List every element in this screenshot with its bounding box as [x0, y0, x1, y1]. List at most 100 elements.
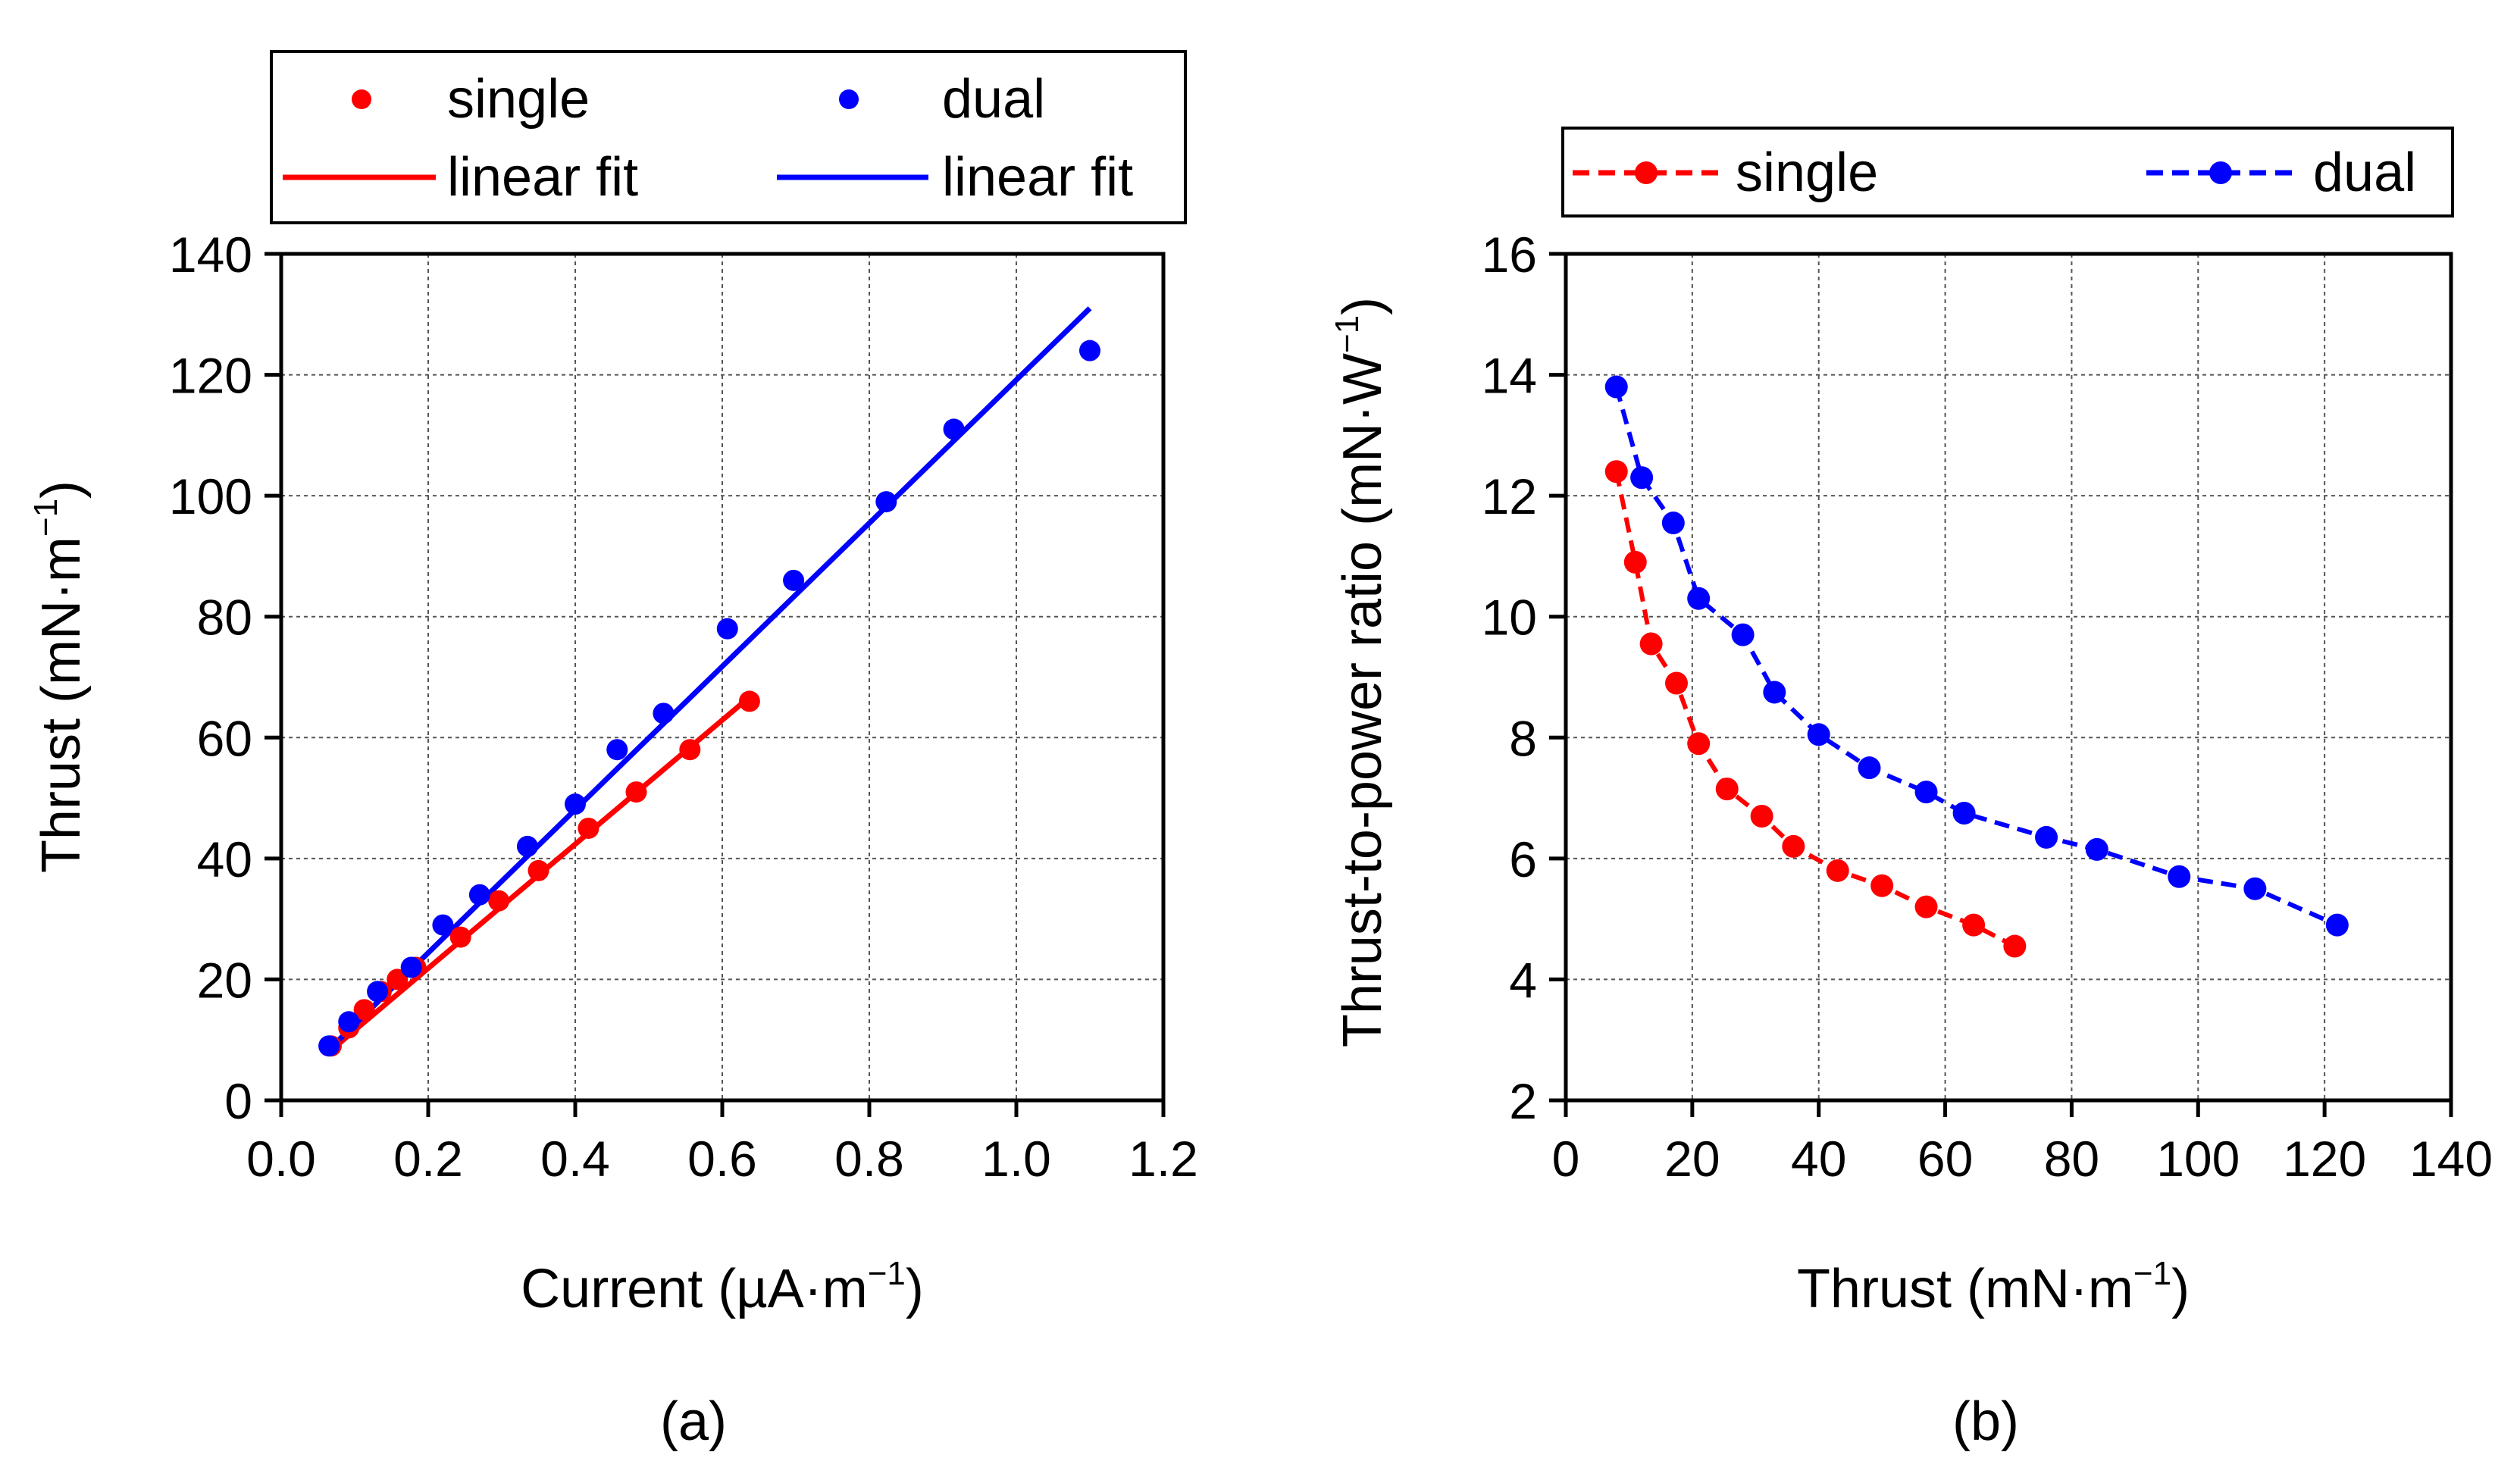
point-dual	[2035, 825, 2058, 849]
point-dual	[783, 569, 805, 591]
x-tick-label: 0.8	[834, 1131, 904, 1187]
point-dual	[1807, 723, 1830, 746]
x-tick-label: 40	[1791, 1131, 1846, 1187]
point-dual	[1687, 587, 1711, 610]
data-points-b	[1604, 375, 2349, 958]
axis-ticks-a	[265, 252, 1166, 1117]
x-tick-label: 80	[2044, 1131, 2099, 1187]
point-dual	[943, 418, 965, 440]
point-dual	[875, 491, 897, 513]
point-dual	[653, 703, 675, 724]
legend-marker-dual-b	[2209, 161, 2232, 184]
legend-box-a	[270, 50, 1187, 224]
point-dual	[1763, 681, 1786, 704]
y-tick-label: 120	[169, 348, 252, 404]
y-tick-label: 100	[169, 468, 252, 524]
data-points-a	[318, 340, 1100, 1057]
legend-a: single dual linear fit linear fit	[270, 50, 1187, 224]
point-dual	[606, 739, 628, 761]
x-tick-label: 120	[2283, 1131, 2366, 1187]
legend-label-fit-dual: linear fit	[942, 147, 1133, 208]
x-tick-label: 60	[1917, 1131, 1973, 1187]
axis-ticks-b	[1549, 252, 2453, 1117]
point-single	[387, 968, 409, 990]
point-dual	[2085, 837, 2108, 861]
panel-a: 0.0 0.2 0.4 0.6 0.8 1.0 1.2 0 20 40 60 80 100 120 140…	[27, 50, 1198, 1452]
x-tick-label: 20	[1664, 1131, 1720, 1187]
legend-b: single dual	[1561, 127, 2454, 217]
x-tick-labels-b: 0 20 40 60 80 100 120 140	[1552, 1131, 2493, 1187]
point-single	[449, 926, 471, 948]
point-dual	[565, 793, 586, 815]
legend-label-single-b: single	[1736, 142, 1878, 203]
point-single	[1687, 732, 1711, 756]
point-single	[625, 781, 647, 803]
x-tick-label: 140	[2409, 1131, 2493, 1187]
point-single	[1604, 460, 1628, 483]
y-tick-label: 12	[1482, 468, 1537, 524]
point-dual	[338, 1011, 360, 1033]
legend-label-dual: dual	[942, 69, 1045, 130]
x-tick-label: 1.0	[981, 1131, 1051, 1187]
plot-frame-b	[1564, 252, 2453, 1103]
point-dual	[1630, 466, 1654, 490]
x-tick-label: 100	[2156, 1131, 2240, 1187]
point-dual	[1604, 375, 1628, 399]
point-single	[578, 817, 599, 839]
y-tick-label: 14	[1482, 348, 1537, 404]
x-tick-label: 0.2	[393, 1131, 463, 1187]
point-dual	[1914, 781, 1938, 804]
x-axis-label-b: Thrust (mN·m−1)	[1797, 1255, 2190, 1319]
panel-label-b: (b)	[1952, 1391, 2019, 1452]
y-tick-label: 20	[197, 952, 252, 1008]
y-tick-label: 140	[169, 227, 252, 283]
point-dual	[318, 1035, 340, 1057]
x-tick-label: 0.0	[246, 1131, 316, 1187]
x-tick-label: 0.6	[687, 1131, 757, 1187]
point-dual	[1661, 512, 1685, 535]
y-tick-label: 0	[224, 1073, 252, 1129]
y-tick-labels-a: 0 20 40 60 80 100 120 140	[169, 227, 252, 1129]
panel-b: 0 20 40 60 80 100 120 140 2 4 6 8 10 12 14 16 Thrust (…	[1329, 127, 2493, 1452]
grid-b	[1566, 254, 2451, 1100]
point-dual	[516, 835, 538, 857]
point-single	[738, 690, 760, 712]
line-dual	[1614, 386, 2339, 928]
point-dual	[2168, 865, 2191, 888]
point-single	[1962, 913, 1986, 937]
point-single	[527, 859, 549, 881]
point-single	[679, 739, 701, 761]
point-dual	[400, 956, 422, 978]
point-dual	[2325, 913, 2349, 937]
panel-label-a: (a)	[660, 1391, 727, 1452]
y-tick-label: 6	[1509, 831, 1537, 887]
y-tick-label: 4	[1509, 952, 1537, 1008]
point-single	[488, 890, 510, 912]
y-tick-label: 60	[197, 710, 252, 766]
legend-label-single: single	[447, 69, 590, 130]
y-axis-label-a: Thrust (mN·m−1)	[27, 480, 92, 873]
x-tick-label: 0.4	[540, 1131, 610, 1187]
y-tick-label: 10	[1482, 590, 1537, 646]
y-tick-label: 40	[197, 831, 252, 887]
point-single	[1665, 671, 1688, 695]
legend-marker-dual	[839, 89, 859, 109]
series-lines-b	[1614, 386, 2339, 949]
y-tick-label: 16	[1482, 227, 1537, 283]
point-single	[1639, 632, 1663, 656]
point-single	[1826, 859, 1849, 882]
point-single	[353, 999, 375, 1021]
x-tick-labels-a: 0.0 0.2 0.4 0.6 0.8 1.0 1.2	[246, 1131, 1198, 1187]
x-tick-label: 0	[1552, 1131, 1580, 1187]
point-dual	[1858, 756, 1881, 780]
point-single	[1782, 834, 1805, 858]
point-dual	[1952, 802, 1976, 825]
x-axis-label-a: Current (µA·m−1)	[521, 1255, 924, 1319]
fit-line-dual	[330, 306, 1092, 1048]
point-dual	[2243, 877, 2267, 900]
y-axis-label-b: Thrust-to-power ratio (mN·W−1)	[1329, 297, 1393, 1047]
point-single	[1870, 874, 1894, 897]
legend-marker-single-b	[1635, 161, 1658, 184]
point-dual	[367, 981, 389, 1003]
